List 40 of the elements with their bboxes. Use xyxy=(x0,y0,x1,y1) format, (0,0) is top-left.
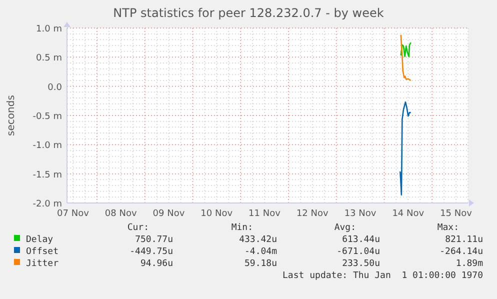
y-tick-label: 0.0 xyxy=(48,82,62,93)
text: Min: xyxy=(231,223,253,233)
x-tick-label: 08 Nov xyxy=(104,209,138,219)
text: -4.04m xyxy=(244,247,277,257)
y-tick-label: 1.0 m xyxy=(36,24,62,34)
y-tick-label: -0.5 m xyxy=(32,112,62,122)
text: Last update: Thu Jan 1 01:00:00 1970 xyxy=(282,271,483,281)
text: 59.18u xyxy=(244,259,277,269)
text: 1.89m xyxy=(456,259,483,269)
y-tick-label: -1.5 m xyxy=(32,170,62,180)
text: 233.50u xyxy=(342,259,380,269)
text: 821.11u xyxy=(445,235,483,245)
legend-label: Delay xyxy=(26,235,54,245)
text: 750.77u xyxy=(135,235,173,245)
text: Cur: xyxy=(127,223,149,233)
legend-label: Offset xyxy=(26,247,59,257)
line-series xyxy=(400,42,412,58)
x-tick-label: 14 Nov xyxy=(392,209,425,219)
x-tick-label: 13 Nov xyxy=(344,209,377,219)
y-tick-label: 0.5 m xyxy=(36,54,62,64)
x-tick-label: 07 Nov xyxy=(57,209,90,219)
x-tick-label: 12 Nov xyxy=(296,209,329,219)
y-axis-title: seconds xyxy=(6,95,17,136)
text: -449.75u xyxy=(130,247,173,257)
x-tick-label: 11 Nov xyxy=(248,209,282,219)
line-series xyxy=(400,101,412,196)
text: -671.04u xyxy=(336,247,380,257)
x-tick-label: 10 Nov xyxy=(200,209,234,219)
y-tick-label: -1.0 m xyxy=(32,141,62,152)
text: -264.14u xyxy=(440,247,483,257)
text: 433.42u xyxy=(239,235,277,245)
x-tick-label: 15 Nov xyxy=(440,209,473,219)
x-tick-label: 09 Nov xyxy=(152,209,186,219)
legend-label: Jitter xyxy=(26,259,60,269)
y-tick-label: -2.0 m xyxy=(32,200,62,210)
chart-title: NTP statistics for peer 128.232.0.7 - by week xyxy=(113,6,384,20)
text: 94.96u xyxy=(140,259,173,269)
text: Max: xyxy=(437,223,459,233)
text: 613.44u xyxy=(342,235,380,245)
text: Avg: xyxy=(334,223,356,233)
